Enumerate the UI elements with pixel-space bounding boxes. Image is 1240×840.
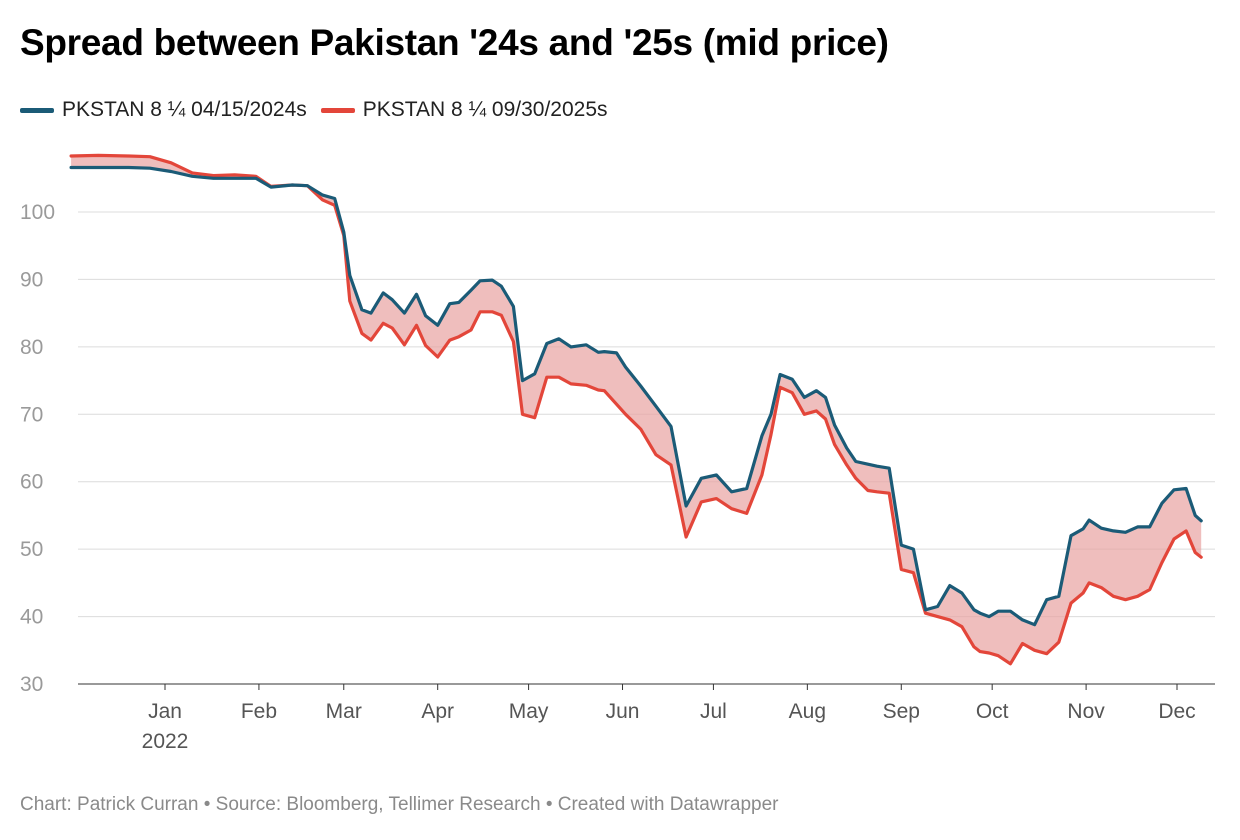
x-tick-label: Feb: [241, 700, 277, 723]
legend: PKSTAN 8 ¼ 04/15/2024s PKSTAN 8 ¼ 09/30/…: [20, 98, 622, 122]
x-tick-label: Sep: [883, 700, 920, 723]
x-tick-label: Jul: [700, 700, 727, 723]
y-tick-label: 80: [20, 336, 43, 359]
chart-title: Spread between Pakistan '24s and '25s (m…: [20, 22, 889, 63]
x-tick-label: Nov: [1067, 700, 1105, 723]
x-tick-label: Mar: [326, 700, 362, 723]
x-tick-label: Jan: [148, 700, 182, 723]
x-tick-sublabel: 2022: [142, 730, 189, 753]
legend-label-2024: PKSTAN 8 ¼ 04/15/2024s: [62, 98, 307, 121]
legend-swatch-2025: [320, 107, 355, 113]
legend-item-2024: PKSTAN 8 ¼ 04/15/2024s: [20, 98, 307, 122]
x-tick-label: Dec: [1158, 700, 1195, 723]
chart-footer: Chart: Patrick Curran • Source: Bloomber…: [20, 794, 779, 815]
x-tick-label: Oct: [976, 700, 1009, 723]
legend-item-2025: PKSTAN 8 ¼ 09/30/2025s: [320, 98, 608, 122]
y-tick-label: 30: [20, 673, 43, 696]
series-line-2025: [69, 153, 1203, 666]
legend-swatch-2024: [20, 107, 54, 113]
y-tick-label: 50: [20, 538, 43, 561]
x-tick-label: May: [509, 700, 549, 723]
x-tick-label: Apr: [421, 700, 454, 723]
series-line-2024: [69, 165, 1203, 627]
y-tick-label: 90: [20, 268, 43, 291]
y-tick-label: 40: [20, 606, 43, 629]
y-tick-label: 60: [20, 471, 43, 494]
y-tick-label: 70: [20, 403, 43, 426]
spread-fill: [71, 155, 1202, 664]
legend-label-2025: PKSTAN 8 ¼ 09/30/2025s: [362, 98, 608, 121]
x-tick-label: Aug: [789, 700, 826, 723]
y-tick-label: 100: [20, 201, 55, 224]
chart-area: 30 40 50 60 70 80 90 100 Jan 2022 Feb Mar Apr May Jun J…: [20, 153, 1215, 753]
x-tick-label: Jun: [606, 700, 640, 723]
